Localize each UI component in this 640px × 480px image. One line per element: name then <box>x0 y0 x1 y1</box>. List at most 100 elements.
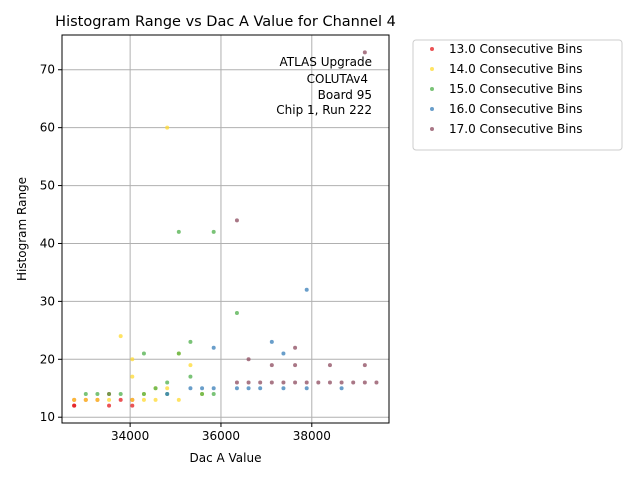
scatter-point <box>118 334 123 339</box>
scatter-point <box>269 339 274 344</box>
scatter-point <box>176 397 181 402</box>
scatter-point <box>141 397 146 402</box>
scatter-point <box>246 357 251 362</box>
y-tick-label: 50 <box>40 179 55 193</box>
y-tick-label: 10 <box>40 410 55 424</box>
scatter-point <box>258 386 263 391</box>
x-axis-label: Dac A Value <box>190 451 262 465</box>
y-tick-label: 30 <box>40 294 55 308</box>
scatter-point <box>304 386 309 391</box>
scatter-point <box>188 363 193 368</box>
scatter-point <box>362 50 367 55</box>
legend-marker <box>430 107 434 111</box>
annotation-line: Board 95 <box>318 88 372 102</box>
scatter-point <box>316 380 321 385</box>
legend-marker <box>430 67 434 71</box>
annotation-line: Chip 1, Run 222 <box>276 103 372 117</box>
legend-entry-label: 13.0 Consecutive Bins <box>449 42 582 56</box>
scatter-point <box>176 229 181 234</box>
legend-entry-label: 14.0 Consecutive Bins <box>449 62 582 76</box>
scatter-point <box>234 380 239 385</box>
scatter-point <box>188 374 193 379</box>
scatter-point <box>118 392 123 397</box>
y-axis-label: Histogram Range <box>15 177 29 281</box>
scatter-point <box>83 397 88 402</box>
scatter-point <box>107 397 112 402</box>
scatter-point <box>362 363 367 368</box>
scatter-point <box>293 363 298 368</box>
scatter-point <box>281 386 286 391</box>
scatter-point <box>281 380 286 385</box>
scatter-point <box>327 380 332 385</box>
axis-ticks: 34000 36000 38000 10 20 30 40 50 60 70 <box>40 63 331 443</box>
scatter-point <box>165 380 170 385</box>
scatter-point <box>234 310 239 315</box>
scatter-point <box>95 397 100 402</box>
x-tick-label: 36000 <box>202 429 240 443</box>
scatter-point <box>200 386 205 391</box>
scatter-point <box>339 380 344 385</box>
scatter-point <box>339 386 344 391</box>
scatter-point <box>211 392 216 397</box>
scatter-point <box>211 386 216 391</box>
scatter-point <box>304 287 309 292</box>
scatter-point <box>72 397 77 402</box>
scatter-point <box>269 380 274 385</box>
scatter-point <box>176 351 181 356</box>
legend-marker <box>430 127 434 131</box>
scatter-point <box>246 386 251 391</box>
scatter-point <box>83 392 88 397</box>
scatter-point <box>95 392 100 397</box>
scatter-point <box>130 403 135 408</box>
scatter-point <box>72 403 77 408</box>
scatter-point <box>234 218 239 223</box>
scatter-point <box>234 386 239 391</box>
scatter-point <box>246 380 251 385</box>
legend-marker <box>430 87 434 91</box>
scatter-point <box>153 397 158 402</box>
grid <box>62 35 389 423</box>
legend-entry-label: 17.0 Consecutive Bins <box>449 122 582 136</box>
legend-entry-label: 15.0 Consecutive Bins <box>449 82 582 96</box>
y-tick-label: 60 <box>40 121 55 135</box>
scatter-point <box>304 380 309 385</box>
y-tick-label: 40 <box>40 236 55 250</box>
scatter-point <box>118 397 123 402</box>
scatter-point <box>165 125 170 130</box>
scatter-point <box>293 345 298 350</box>
scatter-point <box>141 351 146 356</box>
scatter-point <box>130 374 135 379</box>
x-tick-label: 34000 <box>111 429 149 443</box>
legend-marker <box>430 47 434 51</box>
scatter-point <box>107 392 112 397</box>
legend-frame <box>412 39 623 151</box>
scatter-point <box>107 403 112 408</box>
scatter-point <box>165 392 170 397</box>
y-tick-label: 20 <box>40 352 55 366</box>
annotation-block: ATLAS Upgrade COLUTAv4 Board 95 Chip 1, … <box>276 55 372 117</box>
scatter-point <box>153 386 158 391</box>
y-tick-label: 70 <box>40 63 55 77</box>
scatter-point <box>130 397 135 402</box>
scatter-point <box>200 392 205 397</box>
scatter-point <box>211 345 216 350</box>
scatter-point <box>188 386 193 391</box>
scatter-point <box>362 380 367 385</box>
scatter-point <box>165 386 170 391</box>
scatter-point <box>141 392 146 397</box>
annotation-line: ATLAS Upgrade <box>279 55 372 69</box>
scatter-point <box>258 380 263 385</box>
scatter-point <box>293 380 298 385</box>
annotation-line: COLUTAv4 <box>307 72 368 86</box>
data-points <box>72 50 379 408</box>
scatter-point <box>130 357 135 362</box>
scatter-point <box>374 380 379 385</box>
scatter-point <box>351 380 356 385</box>
legend-entry-label: 16.0 Consecutive Bins <box>449 102 582 116</box>
scatter-point <box>188 339 193 344</box>
scatter-point <box>327 363 332 368</box>
x-tick-label: 38000 <box>293 429 331 443</box>
chart-title: Histogram Range vs Dac A Value for Chann… <box>55 14 396 30</box>
